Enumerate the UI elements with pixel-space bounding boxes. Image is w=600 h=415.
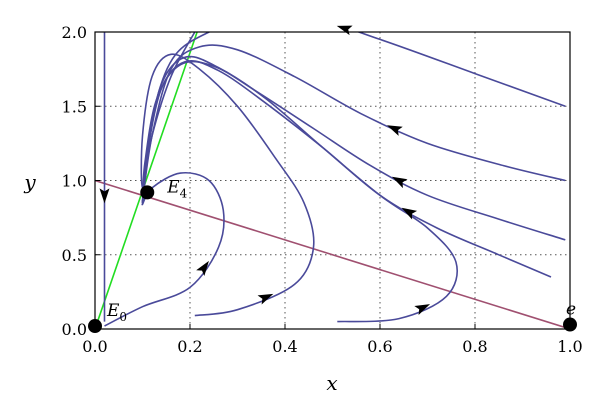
direction-arrow: [196, 260, 209, 277]
y-tick-label: 2.0: [62, 23, 87, 42]
x-tick-label: 0.0: [82, 337, 107, 356]
isoclines: [95, 32, 570, 329]
x-tick-label: 0.4: [272, 337, 297, 356]
y-tick-label: 0.0: [62, 320, 87, 339]
trajectory-6: [141, 60, 566, 241]
x-tick-label: 0.2: [177, 337, 202, 356]
grid: [95, 32, 570, 329]
trajectories: [103, 32, 566, 327]
trajectory-3: [140, 32, 315, 317]
y-ticks: 0.0 0.5 1.0 1.5 2.0: [62, 23, 100, 339]
direction-arrow: [386, 125, 403, 136]
direction-arrow: [99, 188, 110, 204]
trajectory-4: [141, 55, 458, 323]
isocline-purple: [95, 179, 570, 329]
y-tick-label: 1.0: [62, 172, 87, 191]
equilibrium-point: [140, 185, 155, 200]
trajectory-8: [141, 32, 566, 203]
x-tick-label: 0.6: [367, 337, 392, 356]
x-axis-title: x: [326, 371, 337, 395]
x-tick-label: 0.8: [462, 337, 487, 356]
y-tick-label: 1.5: [62, 97, 87, 116]
direction-arrow: [336, 25, 353, 36]
equilibria: E0 E4 e: [88, 177, 577, 334]
x-tick-label: 1.0: [557, 337, 582, 356]
isocline-green: [95, 32, 198, 329]
trajectory-7: [141, 44, 566, 202]
y-axis-title: y: [23, 170, 36, 194]
y-tick-label: 0.5: [62, 246, 87, 265]
equilibrium-label: e: [566, 300, 576, 320]
direction-arrow: [414, 304, 431, 315]
direction-arrows: [99, 25, 431, 315]
equilibrium-label: E0: [106, 301, 127, 324]
trajectory-5: [141, 60, 552, 278]
direction-arrow: [401, 207, 418, 220]
direction-arrow: [391, 176, 408, 189]
x-ticks: 0.0 0.2 0.4 0.6 0.8 1.0: [82, 324, 583, 356]
equilibrium-label: E4: [166, 177, 187, 200]
direction-arrow: [257, 293, 274, 305]
